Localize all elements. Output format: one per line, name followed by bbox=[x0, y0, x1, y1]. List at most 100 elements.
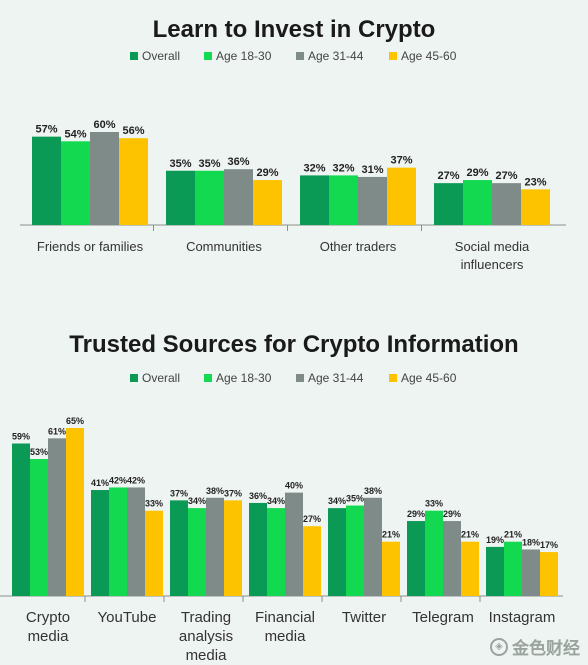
bar-crypto-media-age-31-44 bbox=[48, 438, 66, 596]
data-label: 54% bbox=[64, 128, 86, 140]
legend-label-overall: Overall bbox=[142, 371, 180, 385]
category-label-trading-analysis-media: media bbox=[186, 647, 228, 664]
bar-crypto-media-age-18-30 bbox=[30, 459, 48, 596]
category-label-trading-analysis-media: Trading bbox=[181, 609, 231, 626]
bar-other-traders-overall bbox=[300, 175, 329, 225]
data-label: 27% bbox=[495, 170, 517, 182]
legend-swatch-age-45-60 bbox=[389, 52, 397, 60]
category-label-financial-media: Financial bbox=[255, 609, 315, 626]
bar-communities-age-31-44 bbox=[224, 169, 253, 225]
bar-other-traders-age-31-44 bbox=[358, 176, 387, 225]
legend-swatch-age-18-30 bbox=[204, 374, 212, 382]
data-label: 57% bbox=[35, 124, 57, 136]
data-label: 19% bbox=[486, 535, 504, 545]
bar-financial-media-overall bbox=[249, 502, 267, 596]
bar-communities-overall bbox=[166, 170, 195, 225]
bar-youtube-age-18-30 bbox=[109, 487, 127, 596]
category-label-telegram: Telegram bbox=[412, 609, 474, 626]
data-label: 29% bbox=[256, 167, 278, 179]
category-label-youtube: YouTube bbox=[98, 609, 157, 626]
category-label-other-traders: Other traders bbox=[320, 239, 397, 254]
watermark-text: 金色财经 bbox=[512, 639, 580, 659]
data-label: 61% bbox=[48, 426, 66, 436]
bar-instagram-overall bbox=[486, 546, 504, 596]
bar-social-media-influencers-overall bbox=[434, 183, 463, 225]
legend-label-overall: Overall bbox=[142, 49, 180, 63]
bar-friends-or-families-age-18-30 bbox=[61, 141, 90, 225]
legend-label-age-18-30: Age 18-30 bbox=[216, 49, 272, 63]
category-label-crypto-media: Crypto bbox=[26, 609, 70, 626]
bar-friends-or-families-overall bbox=[32, 136, 61, 225]
data-label: 23% bbox=[524, 176, 546, 188]
watermark-logo-icon: ◈ bbox=[490, 637, 508, 656]
data-label: 29% bbox=[443, 509, 461, 519]
category-label-crypto-media: media bbox=[28, 628, 70, 645]
legend-label-age-31-44: Age 31-44 bbox=[308, 371, 364, 385]
bar-financial-media-age-31-44 bbox=[285, 492, 303, 596]
bar-communities-age-18-30 bbox=[195, 170, 224, 225]
bar-crypto-media-age-45-60 bbox=[66, 428, 84, 596]
legend-label-age-45-60: Age 45-60 bbox=[401, 371, 457, 385]
chart-title: Trusted Sources for Crypto Information bbox=[69, 331, 518, 358]
data-label: 60% bbox=[93, 119, 115, 131]
bar-crypto-media-overall bbox=[12, 443, 30, 596]
data-label: 32% bbox=[332, 162, 354, 174]
category-label-social-media-influencers: influencers bbox=[461, 257, 524, 272]
data-label: 33% bbox=[145, 499, 163, 509]
data-label: 35% bbox=[346, 494, 364, 504]
legend-swatch-overall bbox=[130, 374, 138, 382]
data-label: 35% bbox=[169, 158, 191, 170]
bar-social-media-influencers-age-18-30 bbox=[463, 180, 492, 225]
bar-other-traders-age-45-60 bbox=[387, 167, 416, 225]
chart-title: Learn to Invest in Crypto bbox=[153, 16, 436, 43]
category-label-twitter: Twitter bbox=[342, 609, 386, 626]
data-label: 65% bbox=[66, 416, 84, 426]
data-label: 21% bbox=[461, 530, 479, 540]
legend-swatch-age-31-44 bbox=[296, 52, 304, 60]
category-label-instagram: Instagram bbox=[489, 609, 556, 626]
data-label: 36% bbox=[227, 156, 249, 168]
bar-youtube-age-45-60 bbox=[145, 510, 163, 596]
data-label: 27% bbox=[303, 514, 321, 524]
legend-swatch-age-18-30 bbox=[204, 52, 212, 60]
category-label-social-media-influencers: Social media bbox=[455, 239, 530, 254]
data-label: 17% bbox=[540, 540, 558, 550]
data-label: 33% bbox=[425, 499, 443, 509]
data-label: 37% bbox=[224, 488, 242, 498]
bar-instagram-age-31-44 bbox=[522, 549, 540, 596]
bar-trading-analysis-media-age-45-60 bbox=[224, 500, 242, 596]
legend-swatch-overall bbox=[130, 52, 138, 60]
watermark: ◈ 金色财经 bbox=[490, 634, 580, 659]
bar-twitter-age-31-44 bbox=[364, 497, 382, 596]
bar-instagram-age-18-30 bbox=[504, 541, 522, 596]
bar-trading-analysis-media-age-18-30 bbox=[188, 508, 206, 596]
bar-social-media-influencers-age-31-44 bbox=[492, 183, 521, 225]
data-label: 38% bbox=[364, 486, 382, 496]
data-label: 42% bbox=[109, 475, 127, 485]
legend-swatch-age-31-44 bbox=[296, 374, 304, 382]
bar-trading-analysis-media-age-31-44 bbox=[206, 497, 224, 596]
bar-other-traders-age-18-30 bbox=[329, 175, 358, 225]
data-label: 34% bbox=[188, 496, 206, 506]
bar-communities-age-45-60 bbox=[253, 180, 282, 225]
category-label-friends-or-families: Friends or families bbox=[37, 239, 144, 254]
data-label: 29% bbox=[466, 167, 488, 179]
data-label: 40% bbox=[285, 481, 303, 491]
bar-telegram-age-45-60 bbox=[461, 541, 479, 596]
bar-twitter-overall bbox=[328, 508, 346, 596]
data-label: 34% bbox=[328, 496, 346, 506]
category-label-trading-analysis-media: analysis bbox=[179, 628, 233, 645]
bar-friends-or-families-age-45-60 bbox=[119, 138, 148, 225]
data-label: 35% bbox=[198, 158, 220, 170]
data-label: 32% bbox=[303, 162, 325, 174]
data-label: 37% bbox=[390, 155, 412, 167]
bar-instagram-age-45-60 bbox=[540, 552, 558, 596]
bar-youtube-overall bbox=[91, 490, 109, 596]
data-label: 27% bbox=[437, 170, 459, 182]
bar-telegram-overall bbox=[407, 521, 425, 596]
bar-twitter-age-45-60 bbox=[382, 541, 400, 596]
data-label: 41% bbox=[91, 478, 109, 488]
bar-trading-analysis-media-overall bbox=[170, 500, 188, 596]
bar-financial-media-age-18-30 bbox=[267, 508, 285, 596]
